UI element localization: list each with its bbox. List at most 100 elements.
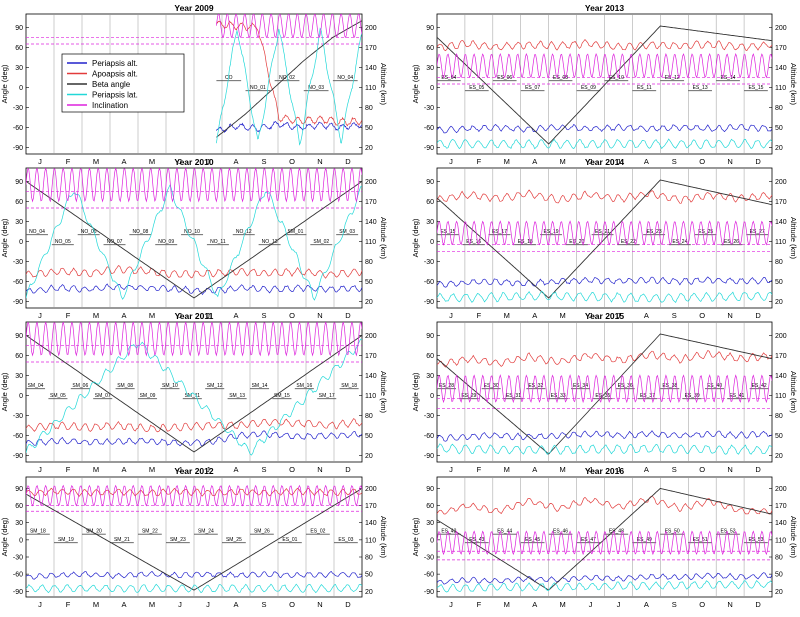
- series-line-periapsis-alt-: [437, 572, 772, 585]
- y-tick-label: 30: [426, 520, 434, 527]
- month-tick-label: M: [93, 600, 99, 609]
- month-tick-label: J: [617, 600, 621, 609]
- month-tick-label: S: [672, 600, 677, 609]
- month-tick-label: J: [38, 465, 42, 474]
- y-tick-label: 60: [426, 199, 434, 206]
- y-axis-label: Angle (deg): [411, 64, 420, 103]
- y-tick-label: 60: [426, 45, 434, 52]
- month-tick-label: J: [589, 600, 593, 609]
- month-tick-label: O: [699, 600, 705, 609]
- y2-axis-label: Altitude (km): [379, 217, 388, 260]
- phase-label: ES_03: [338, 537, 353, 543]
- month-tick-label: S: [261, 465, 266, 474]
- y-tick-label: 60: [426, 353, 434, 360]
- month-tick-label: F: [66, 465, 71, 474]
- phase-label: SM_09: [140, 393, 156, 399]
- y2-tick-label: 200: [365, 486, 377, 493]
- month-tick-label: J: [617, 157, 621, 166]
- y-tick-label: -60: [424, 433, 434, 440]
- phase-label: SM_16: [296, 383, 312, 389]
- month-tick-label: A: [644, 311, 649, 320]
- legend-label: Periapsis alt.: [92, 59, 138, 68]
- phase-label: ES_25: [698, 229, 713, 235]
- legend-label: Inclination: [92, 101, 128, 110]
- y-tick-label: 90: [15, 333, 23, 340]
- phase-label: ES_05: [469, 85, 484, 91]
- panel-title: Year 2016: [585, 466, 625, 476]
- y2-tick-label: 200: [775, 486, 787, 493]
- phase-label: SM_03: [339, 229, 355, 235]
- phase-label: ES_52: [721, 529, 736, 535]
- y2-tick-label: 110: [775, 85, 786, 92]
- phase-label: ES_15: [440, 229, 455, 235]
- month-tick-label: J: [449, 311, 453, 320]
- month-tick-label: O: [289, 600, 295, 609]
- y2-tick-label: 170: [365, 503, 377, 510]
- month-tick-label: J: [589, 465, 593, 474]
- y2-axis-label: Altitude (km): [789, 63, 798, 106]
- month-tick-label: F: [477, 311, 482, 320]
- month-tick-label: J: [449, 465, 453, 474]
- month-tick-label: J: [206, 600, 210, 609]
- phase-label: ES_45: [525, 537, 540, 543]
- y2-tick-label: 80: [775, 259, 783, 266]
- month-tick-label: O: [699, 465, 705, 474]
- y2-tick-label: 200: [365, 333, 377, 340]
- phase-label: ES_15: [748, 85, 763, 91]
- y-tick-label: 0: [19, 393, 23, 400]
- phase-label: ES_46: [553, 529, 568, 535]
- month-tick-label: A: [121, 465, 126, 474]
- phase-label: ES_42: [752, 383, 767, 389]
- y2-tick-label: 110: [775, 537, 786, 544]
- y2-tick-label: 20: [365, 145, 373, 152]
- panel-title: Year 2012: [174, 466, 214, 476]
- phase-label: ES_01: [282, 537, 297, 543]
- phase-label: SM_26: [254, 529, 270, 535]
- series-line-beta-angle: [26, 488, 362, 591]
- chart-panel-0: Year 2009 J F M A M J J A S O N D 90 60 30 0 -30 -60 -90 200…: [0, 3, 388, 166]
- phase-label: CO: [225, 75, 233, 81]
- phase-label: SM_12: [207, 383, 223, 389]
- y-tick-label: -30: [424, 105, 434, 112]
- y2-tick-label: 80: [775, 105, 783, 112]
- series-line-inclination: [437, 530, 772, 556]
- phase-label: SM_05: [50, 393, 66, 399]
- panel-title: Year 2013: [585, 3, 625, 13]
- y2-tick-label: 50: [775, 125, 783, 132]
- month-tick-label: D: [755, 311, 761, 320]
- series-line-beta-angle: [26, 180, 362, 299]
- month-tick-label: S: [261, 600, 266, 609]
- y-tick-label: -90: [424, 453, 434, 460]
- y-axis-label: Angle (deg): [411, 517, 420, 556]
- month-tick-label: M: [504, 157, 510, 166]
- y2-tick-label: 20: [775, 299, 783, 306]
- phase-label: SM_24: [198, 529, 214, 535]
- month-tick-label: J: [178, 157, 182, 166]
- month-tick-label: O: [289, 311, 295, 320]
- series-line-inclination: [437, 220, 772, 246]
- y2-tick-label: 140: [775, 65, 787, 72]
- y2-tick-label: 200: [365, 179, 377, 186]
- series-line-apoapsis-alt-: [437, 495, 772, 515]
- series-line-beta-angle: [26, 334, 362, 453]
- y2-tick-label: 80: [365, 259, 373, 266]
- y2-tick-label: 20: [775, 453, 783, 460]
- phase-label: SM_20: [86, 529, 102, 535]
- y-tick-label: 0: [19, 85, 23, 92]
- phase-label: SM_06: [72, 383, 88, 389]
- series-line-beta-angle: [437, 25, 772, 145]
- y-tick-label: 30: [15, 373, 23, 380]
- series-line-beta-angle: [437, 179, 772, 299]
- phase-label: ES_47: [581, 537, 596, 543]
- y2-tick-label: 140: [365, 219, 377, 226]
- month-tick-label: A: [532, 465, 537, 474]
- y2-tick-label: 20: [365, 589, 373, 596]
- series-line-periapsis-alt-: [26, 283, 362, 296]
- series-line-periapsis-alt-: [26, 570, 362, 580]
- month-tick-label: N: [317, 465, 322, 474]
- series-line-periapsis-alt-: [216, 120, 362, 134]
- phase-label: ES_11: [637, 85, 652, 91]
